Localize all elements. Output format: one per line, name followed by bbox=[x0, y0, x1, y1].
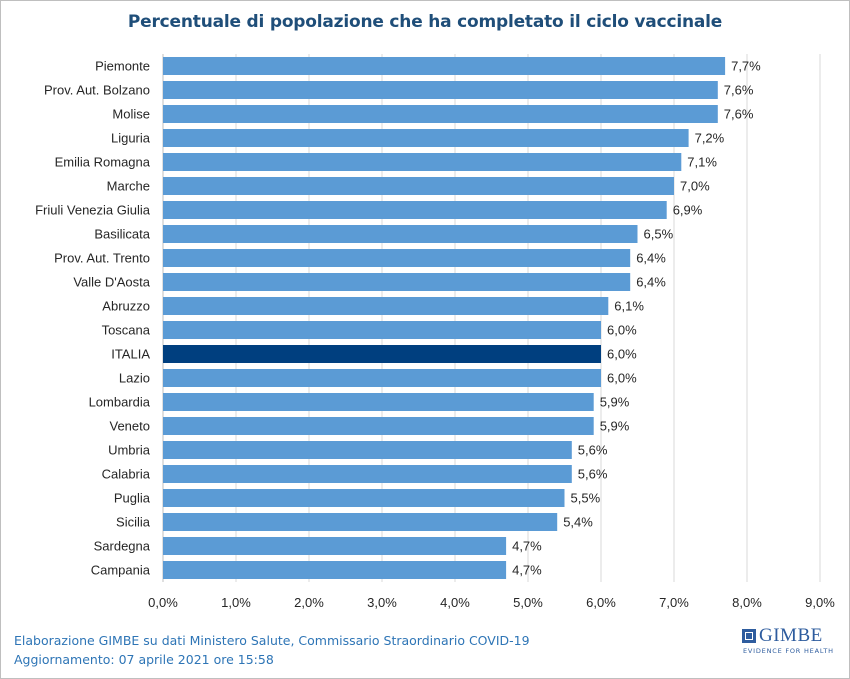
bar bbox=[163, 129, 689, 147]
bar bbox=[163, 441, 572, 459]
value-label: 5,9% bbox=[600, 419, 630, 434]
logo-wordmark: GIMBE bbox=[759, 625, 823, 646]
value-label: 5,5% bbox=[571, 491, 601, 506]
footer: Elaborazione GIMBE su dati Ministero Sal… bbox=[14, 631, 530, 669]
value-label: 6,5% bbox=[644, 227, 674, 242]
category-label: Toscana bbox=[102, 323, 151, 338]
bar bbox=[163, 57, 726, 75]
value-label: 6,4% bbox=[636, 275, 666, 290]
bar bbox=[163, 249, 631, 267]
value-label: 5,4% bbox=[563, 515, 593, 530]
category-label: Piemonte bbox=[95, 59, 150, 74]
x-tick-label: 8,0% bbox=[732, 595, 762, 610]
footer-update: Aggiornamento: 07 aprile 2021 ore 15:58 bbox=[14, 652, 274, 667]
value-label: 7,6% bbox=[724, 107, 754, 122]
category-label: Basilicata bbox=[94, 227, 150, 242]
x-tick-label: 7,0% bbox=[659, 595, 689, 610]
value-label: 5,6% bbox=[578, 443, 608, 458]
category-label: Lombardia bbox=[89, 395, 151, 410]
logo-mark-icon bbox=[742, 629, 756, 643]
bar bbox=[163, 513, 558, 531]
value-label: 6,0% bbox=[607, 347, 637, 362]
bar bbox=[163, 201, 667, 219]
gimbe-logo: GIMBE EVIDENCE FOR HEALTH bbox=[742, 625, 837, 661]
category-label: Veneto bbox=[110, 419, 151, 434]
bar bbox=[163, 177, 674, 195]
category-label: Puglia bbox=[114, 491, 151, 506]
value-label: 6,9% bbox=[673, 203, 703, 218]
category-label: Calabria bbox=[102, 467, 151, 482]
value-label: 6,0% bbox=[607, 371, 637, 386]
category-label: Campania bbox=[91, 563, 151, 578]
x-tick-label: 0,0% bbox=[148, 595, 178, 610]
value-label: 4,7% bbox=[512, 539, 542, 554]
category-label: Sicilia bbox=[116, 515, 151, 530]
value-label: 7,2% bbox=[695, 131, 725, 146]
chart-title: Percentuale di popolazione che ha comple… bbox=[127, 12, 723, 32]
category-label: Prov. Aut. Bolzano bbox=[44, 83, 150, 98]
value-label: 7,6% bbox=[724, 83, 754, 98]
bar bbox=[163, 465, 572, 483]
category-label: Liguria bbox=[111, 131, 151, 146]
value-label: 4,7% bbox=[512, 563, 542, 578]
category-label: Molise bbox=[112, 107, 150, 122]
x-tick-label: 3,0% bbox=[367, 595, 397, 610]
value-label: 5,6% bbox=[578, 467, 608, 482]
bar bbox=[163, 81, 718, 99]
value-label: 6,4% bbox=[636, 251, 666, 266]
bar bbox=[163, 489, 565, 507]
bar bbox=[163, 321, 601, 339]
bar bbox=[163, 153, 682, 171]
bar bbox=[163, 417, 594, 435]
value-label: 7,7% bbox=[731, 59, 761, 74]
value-label: 6,0% bbox=[607, 323, 637, 338]
bar bbox=[163, 345, 601, 363]
bar bbox=[163, 225, 638, 243]
bar bbox=[163, 297, 609, 315]
x-tick-label: 9,0% bbox=[805, 595, 835, 610]
value-label: 5,9% bbox=[600, 395, 630, 410]
logo-tagline: EVIDENCE FOR HEALTH bbox=[743, 647, 834, 655]
x-tick-label: 2,0% bbox=[294, 595, 324, 610]
value-label: 7,0% bbox=[680, 179, 710, 194]
bar bbox=[163, 393, 594, 411]
category-label: Sardegna bbox=[94, 539, 151, 554]
x-tick-label: 1,0% bbox=[221, 595, 251, 610]
category-label: Valle D'Aosta bbox=[73, 275, 150, 290]
footer-source: Elaborazione GIMBE su dati Ministero Sal… bbox=[14, 633, 530, 648]
bar bbox=[163, 561, 507, 579]
bar bbox=[163, 369, 601, 387]
category-label: Abruzzo bbox=[102, 299, 150, 314]
category-label: ITALIA bbox=[111, 347, 150, 362]
category-label: Umbria bbox=[108, 443, 151, 458]
category-label: Emilia Romagna bbox=[55, 155, 151, 170]
value-label: 6,1% bbox=[614, 299, 644, 314]
value-label: 7,1% bbox=[687, 155, 717, 170]
x-tick-label: 6,0% bbox=[586, 595, 616, 610]
category-label: Marche bbox=[107, 179, 150, 194]
bar bbox=[163, 273, 631, 291]
x-tick-label: 5,0% bbox=[513, 595, 543, 610]
x-tick-label: 4,0% bbox=[440, 595, 470, 610]
bar bbox=[163, 537, 507, 555]
category-label: Lazio bbox=[119, 371, 150, 386]
category-label: Prov. Aut. Trento bbox=[54, 251, 150, 266]
category-label: Friuli Venezia Giulia bbox=[35, 203, 151, 218]
bar bbox=[163, 105, 718, 123]
